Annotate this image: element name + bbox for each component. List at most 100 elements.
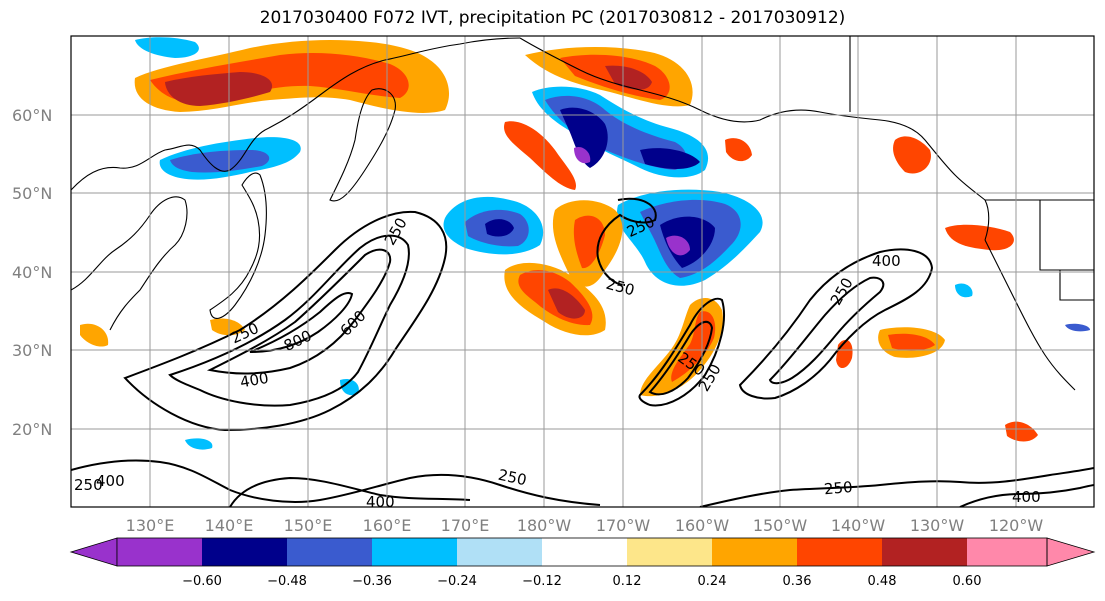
- ivt-contour-600: [206, 248, 392, 375]
- lat-tick-label: 30°N: [12, 341, 52, 360]
- positive-anomaly-area: [80, 323, 109, 347]
- lon-tick-label: 160°E: [363, 516, 412, 535]
- negative-anomaly-area: [185, 438, 213, 450]
- colorbar-segment: [967, 538, 1047, 566]
- ivt-contour-400: [768, 276, 885, 385]
- negative-anomaly-area: [574, 146, 591, 164]
- positive-anomaly-area: [888, 333, 935, 351]
- lon-tick-label: 170°E: [441, 516, 490, 535]
- ivt-contour-800: [249, 292, 354, 353]
- colorbar-tick-labels: −0.60 −0.48 −0.36 −0.24 −0.12 0.12 0.24 …: [182, 574, 981, 589]
- colorbar-segment: [202, 538, 287, 566]
- colorbar-tick-label: 0.48: [868, 574, 897, 589]
- colorbar-tick-label: 0.12: [613, 574, 642, 589]
- positive-anomaly-area: [725, 138, 752, 162]
- lat-tick-label: 60°N: [12, 106, 52, 125]
- lon-tick-label: 150°W: [753, 516, 808, 535]
- gridlines: [71, 36, 1094, 507]
- positive-anomaly-area: [945, 224, 1014, 251]
- lon-tick-label: 170°W: [596, 516, 651, 535]
- lon-tick-label: 140°W: [831, 516, 886, 535]
- negative-anomaly-area: [1065, 323, 1090, 332]
- contour-label: 250: [74, 476, 103, 494]
- colorbar-extend-high: [1046, 537, 1096, 567]
- ivt-contour-250: [699, 467, 1094, 507]
- map-title: 2017030400 F072 IVT, precipitation PC (2…: [259, 8, 846, 28]
- colorbar: −0.60 −0.48 −0.36 −0.24 −0.12 0.12 0.24 …: [69, 537, 1096, 589]
- colorbar-tick-label: 0.60: [953, 574, 982, 589]
- lon-tick-labels: 130°E 140°E 150°E 160°E 170°E 180°W 170°…: [126, 516, 1044, 535]
- colorbar-segment: [797, 538, 882, 566]
- lon-tick-label: 150°E: [284, 516, 333, 535]
- lon-tick-label: 160°W: [675, 516, 730, 535]
- colorbar-extend-low: [69, 537, 118, 567]
- ivt-contour-250: [638, 297, 725, 407]
- colorbar-tick-label: −0.36: [352, 574, 392, 589]
- precip-shading: [80, 37, 1090, 450]
- colorbar-tick-label: −0.48: [267, 574, 307, 589]
- lon-tick-label: 140°E: [205, 516, 254, 535]
- positive-anomaly-area: [548, 288, 585, 319]
- colorbar-tick-label: −0.60: [182, 574, 222, 589]
- asia-coastline: [71, 196, 188, 331]
- ivt-contour-400: [229, 476, 471, 507]
- positive-anomaly-area: [1005, 421, 1038, 442]
- lon-tick-label: 130°E: [126, 516, 175, 535]
- colorbar-segment: [882, 538, 967, 566]
- lat-tick-label: 50°N: [12, 184, 52, 203]
- colorbar-segment: [287, 538, 372, 566]
- positive-anomaly-area: [893, 136, 931, 174]
- map-frame: [70, 35, 1095, 508]
- na-west-coast: [984, 239, 1076, 391]
- asia-coastline: [71, 37, 521, 191]
- negative-anomaly-area: [955, 283, 973, 298]
- contour-label: 250: [823, 478, 853, 498]
- ivt-contour-250: [71, 459, 601, 506]
- ivt-contour-400: [168, 234, 410, 407]
- contour-label: 400: [239, 369, 270, 392]
- ivt-contour-250: [596, 197, 657, 286]
- alaska-coastline: [519, 37, 990, 241]
- contour-label: 250: [497, 466, 529, 490]
- colorbar-outline: [116, 537, 1048, 567]
- negative-anomaly-area: [135, 37, 199, 58]
- colorbar-tick-label: −0.12: [522, 574, 562, 589]
- contour-label: 400: [96, 472, 125, 490]
- negative-anomaly-area: [170, 150, 270, 173]
- positive-anomaly-area: [671, 311, 716, 382]
- colorbar-tick-label: −0.24: [437, 574, 477, 589]
- lon-tick-label: 130°W: [910, 516, 965, 535]
- ivt-contour-400: [959, 484, 1094, 507]
- colorbar-segment: [457, 538, 542, 566]
- border-line: [1059, 270, 1094, 301]
- colorbar-segment: [372, 538, 457, 566]
- colorbar-segment: [542, 538, 627, 566]
- colorbar-segment: [117, 538, 202, 566]
- lon-tick-label: 180°W: [517, 516, 572, 535]
- lon-tick-label: 120°W: [989, 516, 1044, 535]
- border-line: [1039, 200, 1094, 271]
- coastlines: [71, 36, 1094, 391]
- negative-anomaly-area: [504, 121, 576, 190]
- contour-label: 400: [872, 252, 901, 270]
- ivt-contour-250: [738, 248, 934, 400]
- contour-label: 400: [1012, 488, 1041, 506]
- colorbar-tick-label: 0.36: [783, 574, 812, 589]
- lat-tick-label: 40°N: [12, 263, 52, 282]
- negative-anomaly-area: [485, 219, 514, 237]
- lat-tick-label: 20°N: [12, 420, 52, 439]
- colorbar-segment: [627, 538, 712, 566]
- negative-anomaly-area: [666, 235, 690, 256]
- negative-anomaly-area: [560, 107, 608, 168]
- colorbar-tick-label: 0.24: [698, 574, 727, 589]
- kamchatka-outline: [329, 88, 396, 202]
- colorbar-segment: [712, 538, 797, 566]
- ivt-contour-400: [648, 320, 714, 396]
- lat-tick-labels: 60°N 50°N 40°N 30°N 20°N: [12, 106, 52, 439]
- negative-anomaly-area: [340, 378, 359, 396]
- japan-outline: [209, 172, 267, 319]
- positive-anomaly-area: [165, 72, 273, 106]
- negative-anomaly-area: [640, 148, 700, 169]
- contour-label: 400: [366, 493, 395, 511]
